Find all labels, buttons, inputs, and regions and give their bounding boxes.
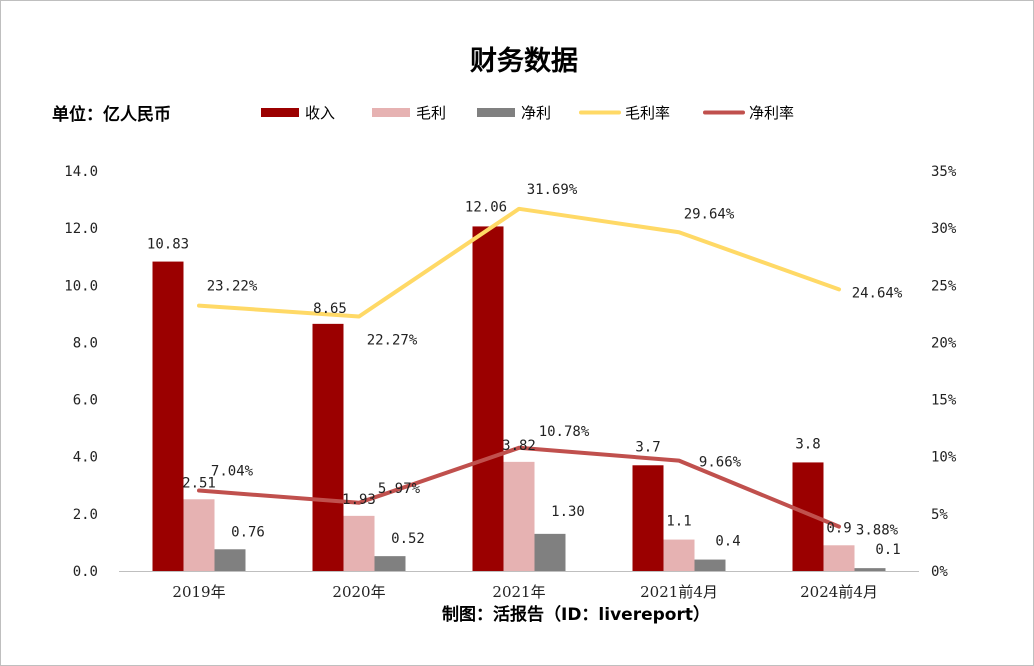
bar-净利 [374,556,406,571]
line-data-label: 10.78% [539,424,590,440]
bar-毛利 [663,539,695,571]
y-left-tick-label: 6.0 [73,393,98,409]
bar-净利 [534,533,566,571]
bar-收入 [632,465,664,571]
bars [152,226,886,571]
axes: 0.0 2.0 4.0 6.0 8.0 10.0 12.0 14.0 0% 5% 10% 15% 20%… [64,164,957,601]
line-data-label: 24.64% [852,285,903,301]
y-right-tick-label: 10% [931,450,957,466]
line-data-label: 31.69% [527,182,578,198]
x-tick-label: 2019年 [172,583,225,601]
y-right-tick-label: 0% [931,564,948,580]
y-right-tick-label: 15% [931,393,957,409]
chart-title: 财务数据 [470,46,578,77]
bar-data-label: 3.7 [635,439,660,455]
bar-data-label: 0.4 [715,534,740,550]
x-tick-label: 2021前4月 [640,583,718,601]
credit-label: 制图：活报告（ID：livereport） [442,604,710,625]
x-tick-label: 2024前4月 [800,583,878,601]
y-left-tick-label: 8.0 [73,335,98,351]
bar-data-label: 0.76 [231,524,265,540]
bar-data-label: 3.8 [795,436,820,452]
bar-data-label: 0.52 [391,531,425,547]
bar-data-label: 12.06 [465,199,507,215]
line-毛利率 [197,206,841,319]
bar-data-label: 1.1 [666,514,691,530]
legend-label: 收入 [305,104,335,122]
line-data-label: 3.88% [856,523,899,539]
y-right-tick-label: 20% [931,335,957,351]
legend: 收入 毛利 净利 毛利率 净利率 [261,104,794,122]
legend-swatch [477,108,515,117]
y-right-tick-label: 35% [931,164,957,180]
bar-毛利 [343,515,375,571]
x-tick-label: 2020年 [332,583,385,601]
bar-收入 [152,261,184,571]
bar-data-label: 1.30 [551,504,585,520]
bar-净利 [214,549,246,571]
line-data-label: 7.04% [211,464,254,480]
legend-swatch [372,108,410,117]
line-data-label: 23.22% [207,279,258,295]
bar-净利 [854,568,886,571]
bar-收入 [312,323,344,571]
bar-data-label: 10.83 [147,237,189,253]
bar-data-label: 3.82 [502,438,536,454]
bar-毛利 [183,499,215,571]
line-data-label: 22.27% [367,332,418,348]
bar-data-label: 8.65 [313,301,347,317]
y-right-tick-label: 25% [931,278,957,294]
y-left-tick-label: 0.0 [73,564,98,580]
bar-data-label: 0.9 [826,520,851,536]
bar-data-label: 1.93 [342,492,376,508]
data-labels: 10.83 8.65 12.06 3.7 3.8 2.51 1.93 3.82 1.1 0.9 0.… [147,182,903,558]
bar-data-label: 2.51 [182,475,216,491]
line-data-label: 5.97% [378,481,421,497]
unit-label: 单位：亿人民币 [52,104,171,125]
legend-swatch [261,108,299,117]
line-data-label: 9.66% [699,455,742,471]
legend-label: 毛利 [416,104,446,122]
bar-data-label: 0.1 [875,542,900,558]
bar-净利 [694,559,726,571]
legend-label: 净利 [521,104,551,122]
y-right-tick-label: 5% [931,507,948,523]
bar-收入 [472,226,504,571]
lines [197,206,841,529]
y-left-tick-label: 12.0 [64,221,98,237]
line-data-label: 29.64% [684,206,735,222]
y-left-tick-label: 10.0 [64,278,98,294]
bar-毛利 [503,461,535,571]
y-left-tick-label: 2.0 [73,507,98,523]
y-right-tick-label: 30% [931,221,957,237]
x-tick-label: 2021年 [492,583,545,601]
bar-毛利 [823,545,855,571]
legend-label: 净利率 [749,104,794,122]
y-left-tick-label: 14.0 [64,164,98,180]
legend-label: 毛利率 [625,104,670,122]
y-left-tick-label: 4.0 [73,450,98,466]
